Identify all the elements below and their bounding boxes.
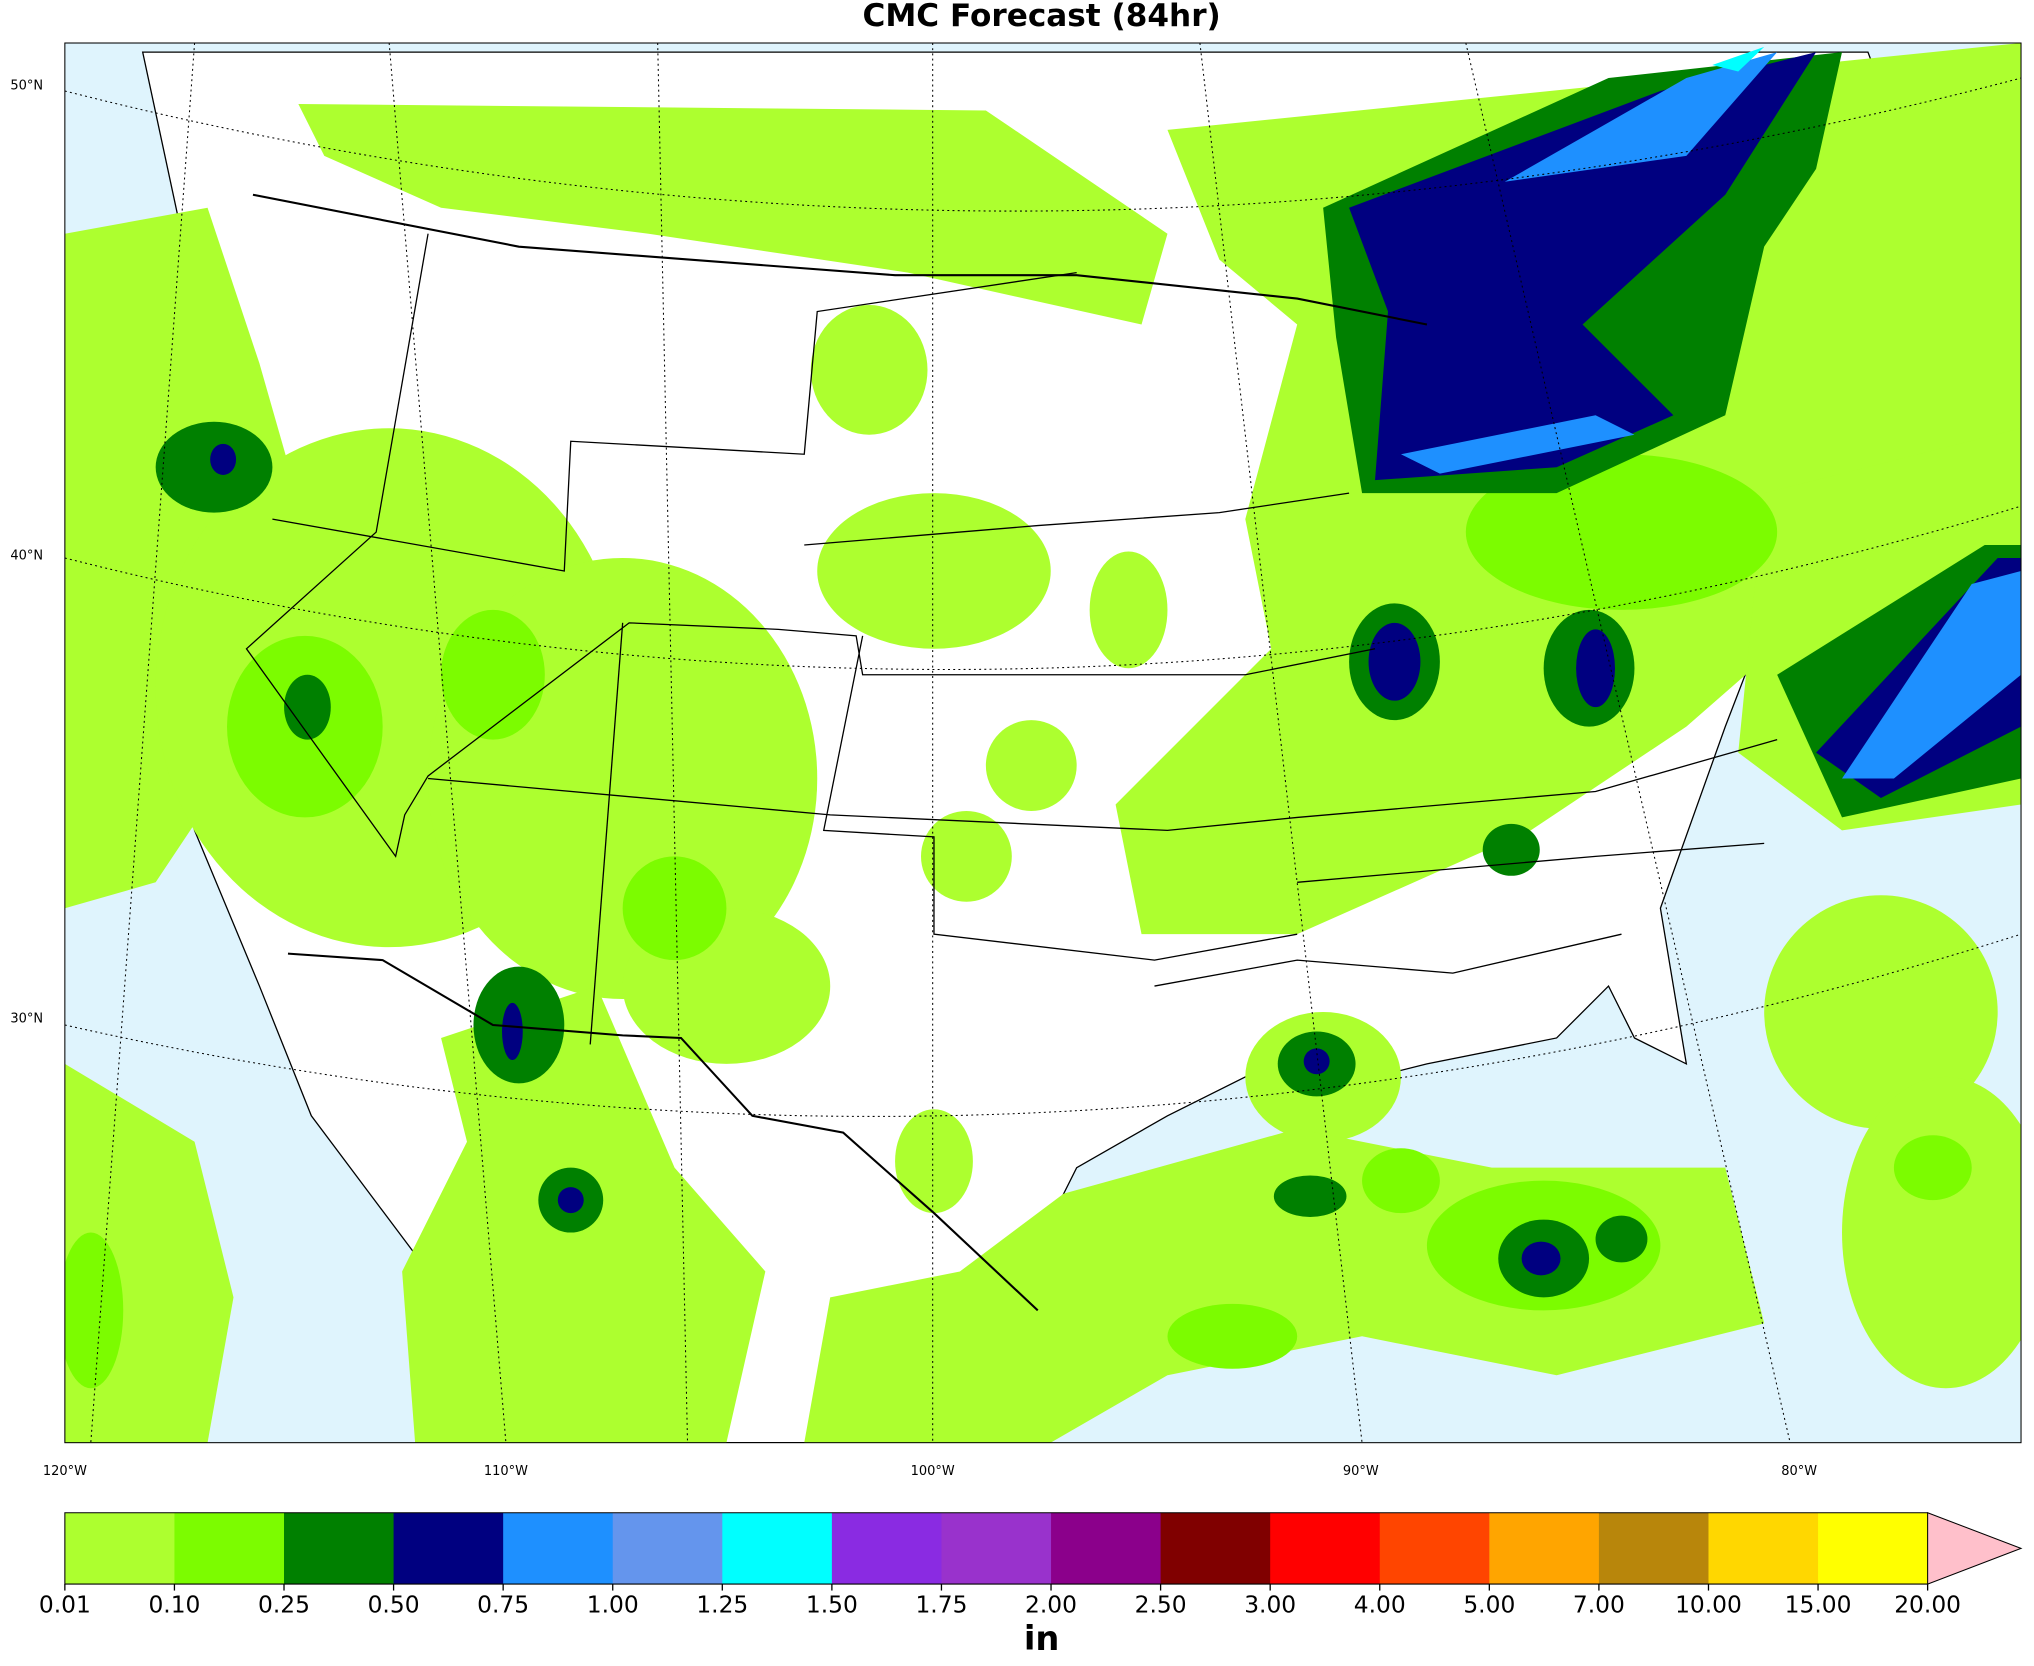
colorbar-segment [1379, 1512, 1490, 1585]
latitude-label: 40°N [10, 548, 43, 563]
colorbar-tick-label: 1.00 [587, 1591, 639, 1619]
colorbar-tick-label: 1.75 [915, 1591, 967, 1619]
colorbar-tick-label: 10.00 [1675, 1591, 1742, 1619]
colorbar-tick-label: 0.25 [258, 1591, 310, 1619]
map-frame [64, 42, 2022, 1444]
colorbar-tick-label: 3.00 [1244, 1591, 1296, 1619]
latitude-label: 30°N [10, 1011, 43, 1026]
colorbar-tick-label: 2.00 [1025, 1591, 1077, 1619]
colorbar-unit: in [1024, 1619, 1060, 1658]
colorbar: 0.01 0.10 0.25 0.50 0.75 1.00 1.25 1.50 1.75 2.00… [39, 1511, 2023, 1619]
colorbar-segment [612, 1512, 723, 1585]
colorbar-tick-label: 2.50 [1135, 1591, 1187, 1619]
longitude-label: 80°W [1781, 1464, 1817, 1479]
colorbar-segment [1160, 1512, 1271, 1585]
colorbar-tick-label: 0.10 [148, 1591, 200, 1619]
longitude-label: 100°W [911, 1464, 955, 1479]
colorbar-tick-label: 20.00 [1894, 1591, 1961, 1619]
colorbar-segment [1489, 1512, 1600, 1585]
colorbar-segment [1818, 1512, 1929, 1585]
latitude-label: 50°N [10, 79, 43, 94]
colorbar-segment [1708, 1512, 1819, 1585]
colorbar-segment [1598, 1512, 1710, 1585]
colorbar-segment [1270, 1512, 1381, 1585]
longitude-label: 90°W [1343, 1464, 1379, 1479]
colorbar-tick-label: 1.25 [696, 1591, 748, 1619]
political-borders [245, 193, 1778, 1312]
colorbar-extension [1927, 1511, 2023, 1585]
colorbar-outline [64, 1512, 1928, 1585]
colorbar-tick-label: 5.00 [1463, 1591, 1515, 1619]
colorbar-tick-label: 1.50 [806, 1591, 858, 1619]
precip-extreme [1400, 52, 2022, 779]
colorbar-tick-label: 4.00 [1354, 1591, 1406, 1619]
map-title: CMC Forecast (84hr) [862, 0, 1220, 34]
map [64, 43, 2022, 1443]
colorbar-segment [64, 1512, 176, 1585]
colorbar-tick-label: 7.00 [1573, 1591, 1625, 1619]
colorbar-segment [831, 1512, 943, 1585]
longitude-label: 110°W [484, 1464, 528, 1479]
colorbar-segment [174, 1512, 285, 1585]
colorbar-tick-label: 15.00 [1785, 1591, 1852, 1619]
colorbar-segment [1051, 1512, 1162, 1585]
colorbar-segment [284, 1512, 395, 1585]
colorbar-segment [503, 1512, 614, 1585]
colorbar-segment [722, 1512, 833, 1585]
colorbar-tick-label: 0.01 [39, 1591, 91, 1619]
colorbar-tick-label: 0.75 [477, 1591, 529, 1619]
colorbar-segment [393, 1512, 504, 1585]
colorbar-segment [941, 1512, 1052, 1585]
longitude-label: 120°W [43, 1464, 87, 1479]
colorbar-tick-label: 0.50 [368, 1591, 420, 1619]
graticule [64, 43, 2022, 1443]
